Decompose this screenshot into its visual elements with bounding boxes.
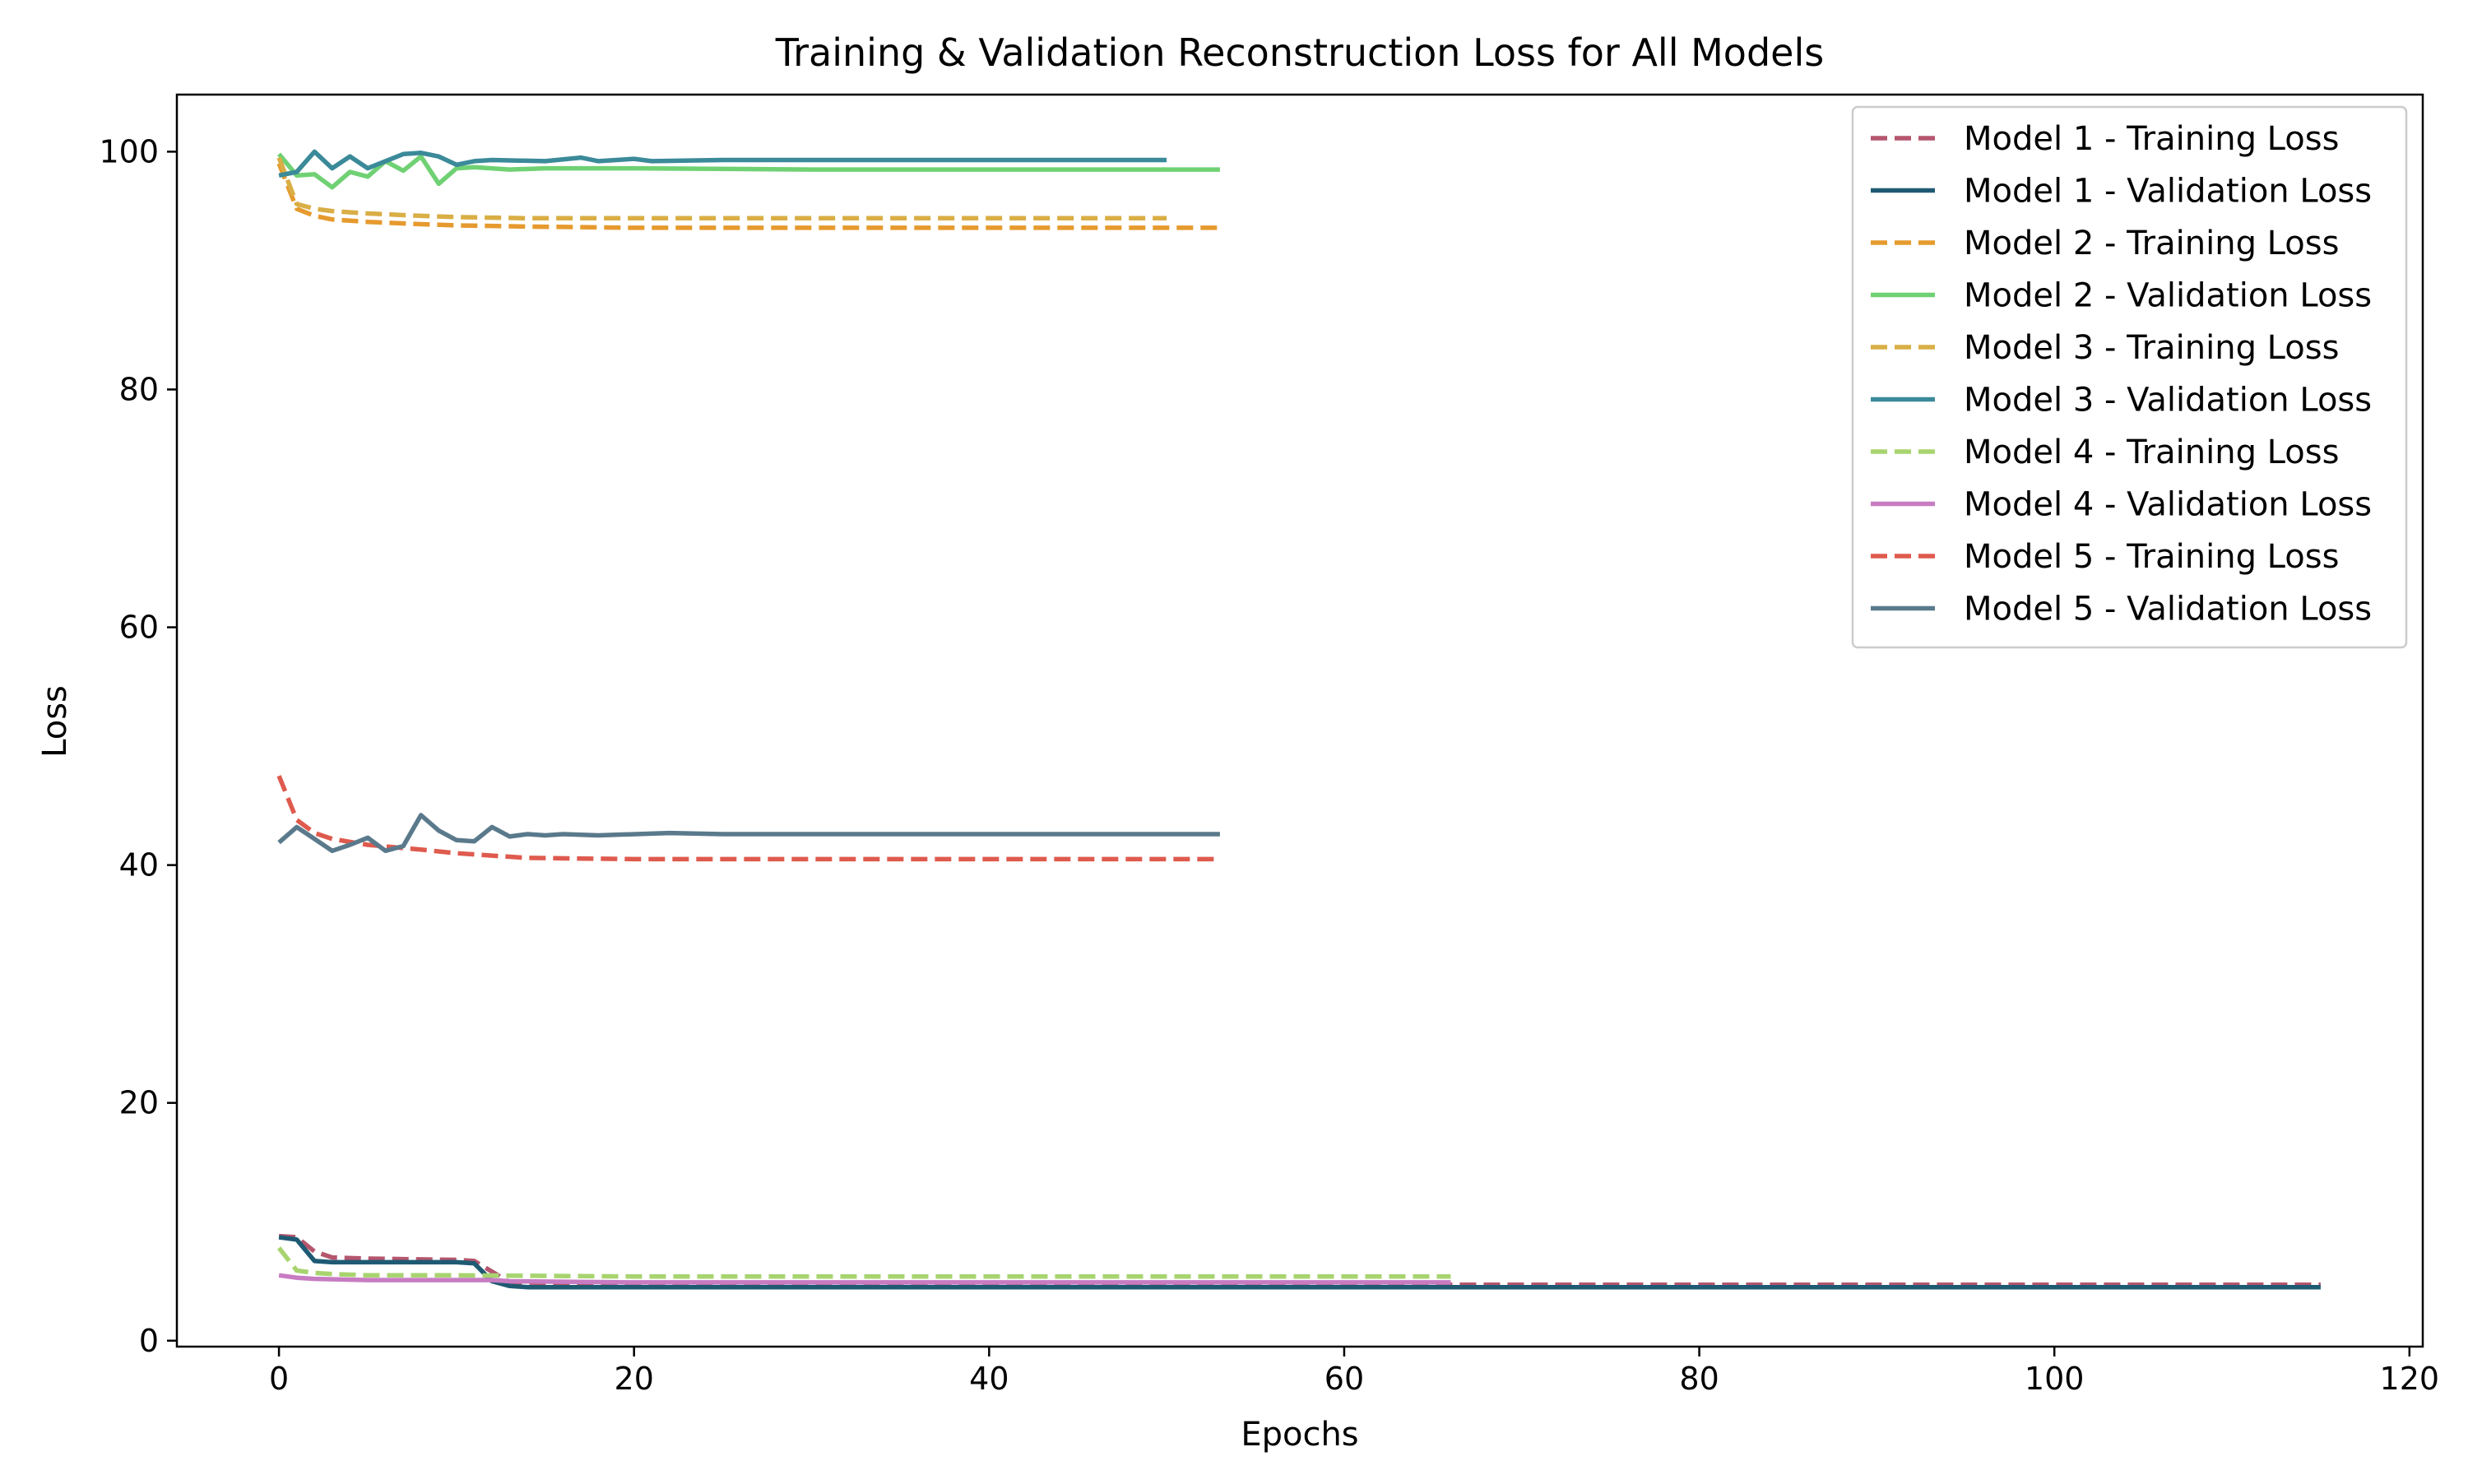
y-tick-label: 20 — [119, 1085, 159, 1121]
x-tick-label: 100 — [2025, 1361, 2085, 1397]
series-line-3 — [276, 162, 1220, 230]
series-line-9 — [276, 775, 1220, 862]
legend-label-4: Model 2 - Validation Loss — [1964, 277, 2372, 315]
series-line-4 — [276, 152, 1220, 190]
plot-area — [276, 149, 2321, 1290]
y-tick-label: 100 — [99, 133, 159, 169]
legend-label-7: Model 4 - Training Loss — [1964, 434, 2339, 471]
legend-box — [1851, 105, 2408, 649]
legend-label-8: Model 4 - Validation Loss — [1964, 486, 2372, 524]
series-line-7 — [276, 1246, 1451, 1279]
series-line-6 — [278, 149, 1167, 178]
legend-label-1: Model 1 - Training Loss — [1964, 120, 2339, 158]
series-line-2 — [278, 1235, 2321, 1290]
series-line-8 — [278, 1273, 1451, 1285]
y-tick-label: 80 — [119, 371, 159, 407]
x-axis-label: Epochs — [1241, 1416, 1358, 1454]
legend-label-2: Model 1 - Validation Loss — [1964, 173, 2372, 211]
chart-title: Training & Validation Reconstruction Los… — [775, 30, 1824, 75]
axes: 0 20 40 60 80 100 120 0 20 40 60 80 100 — [99, 93, 2440, 1397]
series-line-10 — [277, 813, 1220, 854]
legend-label-9: Model 5 - Training Loss — [1964, 538, 2339, 576]
x-tick-label: 60 — [1324, 1361, 1364, 1397]
x-tick-label: 120 — [2380, 1361, 2440, 1397]
y-tick-label: 60 — [119, 610, 159, 646]
x-tick-label: 0 — [269, 1361, 289, 1397]
legend-label-3: Model 2 - Training Loss — [1964, 225, 2339, 262]
plot-frame — [175, 93, 2424, 1348]
y-tick-label: 0 — [139, 1323, 159, 1359]
legend-label-6: Model 3 - Validation Loss — [1964, 382, 2372, 420]
x-tick-label: 80 — [1679, 1361, 1719, 1397]
legend-label-5: Model 3 - Training Loss — [1964, 329, 2339, 367]
legend: Model 1 - Training Loss Model 1 - Validat… — [1851, 105, 2408, 649]
y-tick-label: 40 — [119, 847, 159, 883]
y-axis-label: Loss — [36, 685, 74, 758]
legend-label-10: Model 5 - Validation Loss — [1964, 591, 2372, 628]
series-line-5 — [276, 156, 1167, 221]
x-tick-label: 20 — [615, 1361, 654, 1397]
x-tick-label: 40 — [969, 1361, 1009, 1397]
